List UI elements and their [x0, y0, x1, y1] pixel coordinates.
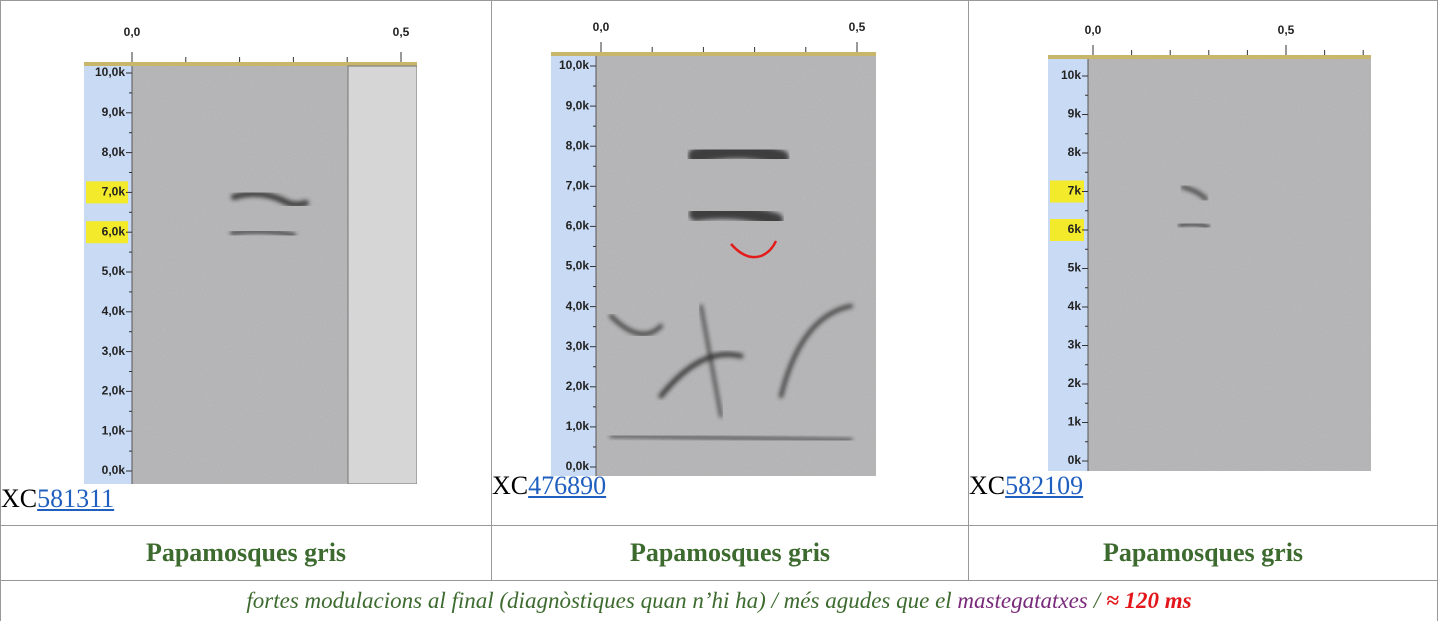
recording-id: XC581311 [1, 484, 114, 514]
label-highlight [86, 221, 128, 244]
freq-tick-label: 2,0k [102, 384, 126, 398]
label-highlight [1050, 180, 1084, 203]
freq-tick-label: 4k [1068, 299, 1082, 313]
species: Papamosques gris [491, 525, 969, 581]
time-tick-label: 0,5 [1278, 23, 1295, 37]
call-trace [609, 434, 853, 442]
cell: 0,0 0,5 10,0k 9,0k 8,0k 7,0k 6,0k 5,0k 4,0k 3,0k 2… [1, 1, 491, 525]
note-highlight: mastegatatxes [957, 588, 1088, 613]
plot-noise [596, 56, 876, 476]
call-trace [1181, 185, 1208, 201]
spectrogram: 0,0 0,5 10,0k 9,0k 8,0k 7,0k 6,0k 5,0k 4,0k 3,0k 2… [551, 16, 876, 476]
cell: 0,0 0,5 10k 9k 8k 7k 6k 5k 4k 3k 2k 1k 0k XC582109 [969, 1, 1437, 525]
freq-tick-label: 10,0k [95, 65, 125, 79]
ruler-line [1048, 55, 1371, 59]
recording-id: XC582109 [969, 471, 1083, 501]
freq-tick-label: 1k [1068, 415, 1082, 429]
plot-noise [1088, 59, 1371, 471]
ruler [1048, 19, 1371, 59]
time-tick-label: 0,0 [124, 25, 141, 39]
label-highlight [1050, 219, 1084, 241]
time-tick-label: 0,0 [1085, 23, 1102, 37]
recording-id: XC476890 [492, 471, 606, 501]
freq-tick-label: 9k [1068, 107, 1082, 121]
call-trace [689, 205, 783, 227]
call-trace [779, 304, 853, 398]
call-trace [230, 229, 296, 237]
freq-tick-label: 6,0k [102, 224, 126, 238]
id-prefix: XC [1, 484, 38, 513]
time-tick-label: 0,5 [393, 25, 410, 39]
empty-area [347, 65, 417, 484]
call-trace [699, 304, 723, 418]
id-prefix: XC [492, 471, 529, 500]
freq-tick-label: 8,0k [566, 138, 590, 152]
freq-tick-label: 2k [1068, 376, 1082, 390]
time-tick-label: 0,5 [849, 20, 866, 34]
freq-tick-label: 7,0k [102, 185, 126, 199]
call-trace [1178, 221, 1210, 229]
call-trace [231, 190, 309, 208]
freq-tick-label: 10k [1061, 68, 1081, 82]
note-text: fortes modulacions al final (diagnòstiqu… [246, 588, 952, 613]
freq-tick-label: 9,0k [102, 105, 126, 119]
call-trace [609, 314, 663, 336]
freq-tick-label: 4,0k [566, 299, 590, 313]
freq-tick-label: 5,0k [566, 259, 590, 273]
recording-link[interactable]: 581311 [37, 484, 115, 513]
recording-link[interactable]: 476890 [528, 471, 607, 500]
freq-axis [551, 56, 596, 476]
freq-axis [1048, 59, 1088, 471]
freq-tick-label: 7,0k [566, 178, 590, 192]
freq-axis [84, 66, 132, 484]
freq-tick-label: 2,0k [566, 379, 590, 393]
freq-tick-label: 0k [1068, 453, 1082, 467]
note-row: fortes modulacions al final (diagnòstiqu… [0, 580, 1438, 621]
note-duration: ≈ 120 ms [1106, 588, 1192, 613]
freq-tick-label: 8k [1068, 145, 1082, 159]
species: Papamosques gris [0, 525, 492, 581]
ruler-line [84, 62, 417, 66]
spectrogram: 0,0 0,5 10k 9k 8k 7k 6k 5k 4k 3k 2k 1k 0k [1048, 19, 1371, 471]
spectrogram-row: 0,0 0,5 10,0k 9,0k 8,0k 7,0k 6,0k 5,0k 4,0k 3,0k 2… [0, 0, 1438, 526]
freq-tick-label: 0,0k [566, 459, 590, 473]
freq-tick-label: 0,0k [102, 463, 126, 477]
ruler [84, 21, 417, 66]
plot-noise [132, 66, 348, 484]
freq-tick-label: 6k [1068, 222, 1082, 236]
freq-tick-label: 3,0k [566, 339, 590, 353]
ruler [551, 16, 876, 56]
freq-tick-label: 5,0k [102, 264, 126, 278]
note-separator: / [1093, 588, 1101, 613]
call-trace [688, 142, 789, 166]
freq-tick-label: 1,0k [102, 423, 126, 437]
freq-tick-label: 4,0k [102, 304, 126, 318]
call-trace [658, 351, 744, 399]
freq-tick-label: 1,0k [566, 419, 590, 433]
ruler-line [551, 52, 876, 56]
annotation-curve [730, 240, 778, 259]
label-highlight [86, 181, 128, 204]
species-row: Papamosques gris Papamosques gris Papamo… [0, 525, 1438, 581]
species: Papamosques gris [968, 525, 1438, 581]
freq-tick-label: 5k [1068, 261, 1082, 275]
id-prefix: XC [969, 471, 1006, 500]
freq-tick-label: 3,0k [102, 344, 126, 358]
freq-tick-label: 10,0k [559, 58, 589, 72]
spectrogram: 0,0 0,5 10,0k 9,0k 8,0k 7,0k 6,0k 5,0k 4,0k 3,0k 2… [84, 21, 417, 484]
freq-tick-label: 9,0k [566, 98, 590, 112]
freq-tick-label: 6,0k [566, 219, 590, 233]
recording-link[interactable]: 582109 [1005, 471, 1084, 500]
freq-tick-label: 3k [1068, 338, 1082, 352]
time-tick-label: 0,0 [593, 20, 610, 34]
freq-tick-label: 8,0k [102, 145, 126, 159]
note: fortes modulacions al final (diagnòstiqu… [0, 580, 1438, 621]
cell: 0,0 0,5 10,0k 9,0k 8,0k 7,0k 6,0k 5,0k 4,0k 3,0k 2… [492, 1, 968, 525]
freq-tick-label: 7k [1068, 184, 1082, 198]
